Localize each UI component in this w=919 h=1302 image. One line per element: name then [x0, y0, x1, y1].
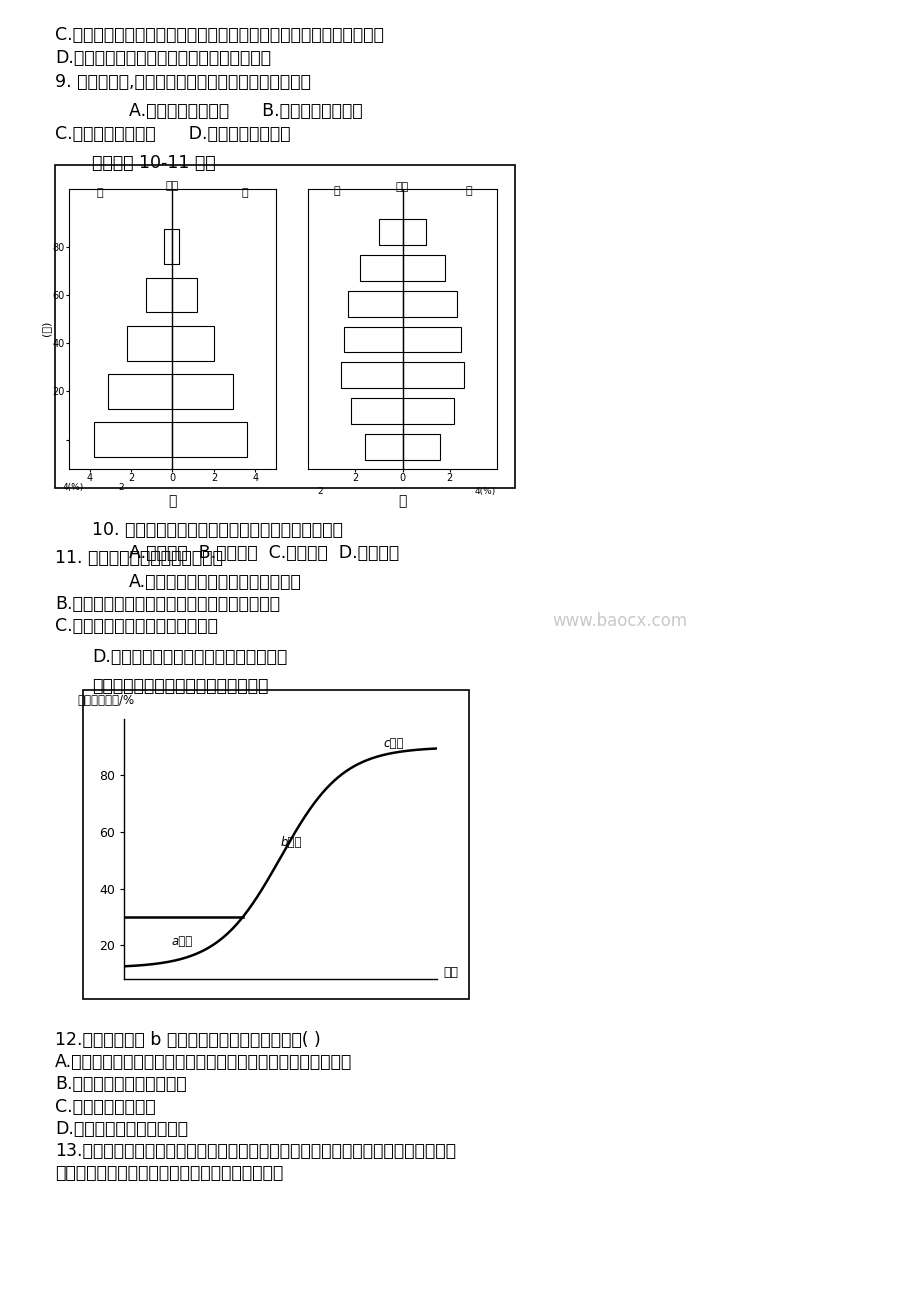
Text: 时间: 时间: [443, 966, 458, 979]
Bar: [403, 327, 461, 353]
Bar: [403, 435, 440, 460]
Bar: [365, 435, 403, 460]
Text: 4(%): 4(%): [474, 487, 495, 496]
Bar: [350, 398, 403, 424]
Text: 男: 男: [333, 186, 339, 197]
Text: a阶段: a阶段: [171, 935, 192, 948]
Bar: [403, 219, 425, 245]
Text: B.乙国青壮年人口多，即将进入人口生育高峰期: B.乙国青壮年人口多，即将进入人口生育高峰期: [55, 595, 280, 613]
Text: 10. 影响甲、乙两国人口增长模式差异的主要因素是: 10. 影响甲、乙两国人口增长模式差异的主要因素是: [92, 521, 343, 539]
Text: 女: 女: [242, 189, 248, 198]
Bar: [403, 362, 463, 388]
X-axis label: 甲: 甲: [168, 493, 176, 508]
Bar: [172, 422, 246, 457]
Bar: [403, 255, 445, 281]
Text: A.经济水平  B.教育水平  C.历史条件  D.自然条件: A.经济水平 B.教育水平 C.历史条件 D.自然条件: [129, 544, 399, 562]
Bar: [94, 422, 172, 457]
Text: 年龄: 年龄: [165, 181, 179, 191]
Text: A.经济增长速度缓慢      B.自然灾害频繁发生: A.经济增长速度缓慢 B.自然灾害频繁发生: [129, 102, 362, 120]
Text: 男: 男: [96, 189, 103, 198]
Text: 4(%): 4(%): [62, 483, 84, 492]
Text: C.老龄人口比重偏高      D.医疗卫生条件落后: C.老龄人口比重偏高 D.医疗卫生条件落后: [55, 125, 290, 143]
Text: 9. 与中国相比,发达国家人口死亡率偏高的主要原因是: 9. 与中国相比,发达国家人口死亡率偏高的主要原因是: [55, 73, 311, 91]
Text: 12.下列属于图中 b 阶段反映的城市化现象的是：( ): 12.下列属于图中 b 阶段反映的城市化现象的是：( ): [55, 1031, 321, 1049]
Text: www.baocx.com: www.baocx.com: [551, 612, 686, 630]
Bar: [83, 690, 469, 999]
Bar: [172, 277, 197, 312]
Text: D.乙国已进入老龄化社会，社会负担加重: D.乙国已进入老龄化社会，社会负担加重: [92, 648, 287, 667]
Text: 年龄: 年龄: [395, 182, 409, 193]
Bar: [348, 290, 403, 316]
Bar: [127, 326, 172, 361]
Bar: [403, 398, 454, 424]
Bar: [359, 255, 403, 281]
Text: C.死亡率是影响发达国家与发展中国家人口自然增长率差异的主要因素: C.死亡率是影响发达国家与发展中国家人口自然增长率差异的主要因素: [55, 26, 383, 44]
Text: C.甲国青少年人口少，劳动力不足: C.甲国青少年人口少，劳动力不足: [55, 617, 218, 635]
Text: c阶段: c阶段: [383, 737, 403, 750]
Bar: [172, 374, 233, 409]
Bar: [403, 290, 456, 316]
Text: 读城市化进程示意图，回答下列各题。: 读城市化进程示意图，回答下列各题。: [92, 677, 268, 695]
Text: 11. 甲国或乙国目前的人口状况是: 11. 甲国或乙国目前的人口状况是: [55, 549, 222, 568]
Bar: [341, 362, 403, 388]
Text: 2: 2: [317, 487, 323, 496]
Text: D.中国与其他发展中国家的人口增长模式相同: D.中国与其他发展中国家的人口增长模式相同: [55, 49, 271, 68]
Text: C.出现逆城市化现象: C.出现逆城市化现象: [55, 1098, 155, 1116]
Bar: [343, 327, 403, 353]
Text: b阶段: b阶段: [280, 836, 301, 849]
X-axis label: 乙: 乙: [398, 493, 406, 508]
Text: 读图完成 10-11 题。: 读图完成 10-11 题。: [92, 154, 215, 172]
Bar: [55, 165, 515, 488]
Text: A.市区出现劳动力过剩、交通拥挤、住房紧张、环境恶化等问题: A.市区出现劳动力过剩、交通拥挤、住房紧张、环境恶化等问题: [55, 1053, 352, 1072]
Text: 2: 2: [118, 483, 123, 492]
Text: 城市人口比重/%: 城市人口比重/%: [77, 694, 134, 707]
Bar: [172, 229, 178, 264]
Text: 女: 女: [465, 186, 471, 197]
Text: 13.尽管世界各国的城市化水平高低不一，但是，它们都处于城市化进程的某一阶段。: 13.尽管世界各国的城市化水平高低不一，但是，它们都处于城市化进程的某一阶段。: [55, 1142, 456, 1160]
Text: A.甲国男女比例失调，人口增长缓慢: A.甲国男女比例失调，人口增长缓慢: [129, 573, 301, 591]
Bar: [145, 277, 172, 312]
Text: 下列关于国家与其所处的城市化阶段搭配正确的是: 下列关于国家与其所处的城市化阶段搭配正确的是: [55, 1164, 283, 1182]
Text: D.城市化水平低，发展较慢: D.城市化水平低，发展较慢: [55, 1120, 188, 1138]
Bar: [379, 219, 403, 245]
Text: B.城市化速度减慢甚至停滞: B.城市化速度减慢甚至停滞: [55, 1075, 187, 1094]
Bar: [108, 374, 172, 409]
Bar: [164, 229, 172, 264]
Bar: [172, 326, 213, 361]
Y-axis label: (岁): (岁): [41, 322, 51, 336]
